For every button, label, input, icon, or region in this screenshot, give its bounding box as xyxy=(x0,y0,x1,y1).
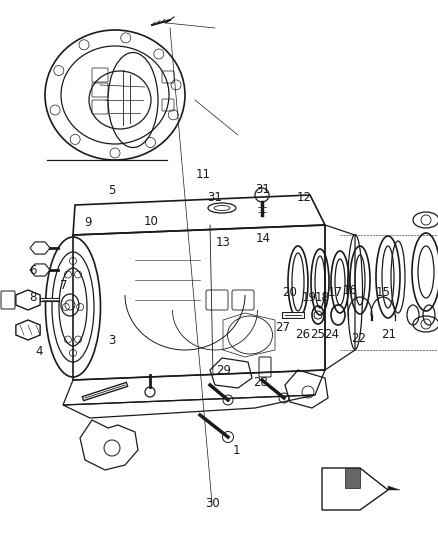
Text: 19: 19 xyxy=(301,291,316,304)
Text: 27: 27 xyxy=(275,321,290,334)
Text: 14: 14 xyxy=(255,232,270,245)
Text: 25: 25 xyxy=(310,328,325,341)
Text: 18: 18 xyxy=(314,291,329,304)
Text: 26: 26 xyxy=(295,328,310,341)
Text: 4: 4 xyxy=(35,345,43,358)
Text: 1: 1 xyxy=(233,444,240,457)
Text: 31: 31 xyxy=(255,183,270,196)
Text: 21: 21 xyxy=(381,328,396,341)
Text: 16: 16 xyxy=(343,284,358,297)
Text: 5: 5 xyxy=(108,184,115,197)
Text: 17: 17 xyxy=(328,286,343,298)
Text: 28: 28 xyxy=(253,376,268,389)
Polygon shape xyxy=(388,486,400,490)
Text: 13: 13 xyxy=(216,236,231,249)
Text: 24: 24 xyxy=(325,328,339,341)
Text: 9: 9 xyxy=(84,216,92,229)
Text: 11: 11 xyxy=(196,168,211,181)
Text: 15: 15 xyxy=(376,286,391,298)
Text: 29: 29 xyxy=(216,364,231,377)
Polygon shape xyxy=(345,468,360,488)
Text: 30: 30 xyxy=(205,497,220,510)
Text: 20: 20 xyxy=(282,286,297,298)
Text: 3: 3 xyxy=(108,334,115,346)
Text: 31: 31 xyxy=(207,191,222,204)
Text: 10: 10 xyxy=(144,215,159,228)
Text: 7: 7 xyxy=(60,279,67,292)
Text: 8: 8 xyxy=(29,291,36,304)
Text: 6: 6 xyxy=(29,264,37,277)
Text: 12: 12 xyxy=(297,191,312,204)
Text: 22: 22 xyxy=(351,332,366,345)
